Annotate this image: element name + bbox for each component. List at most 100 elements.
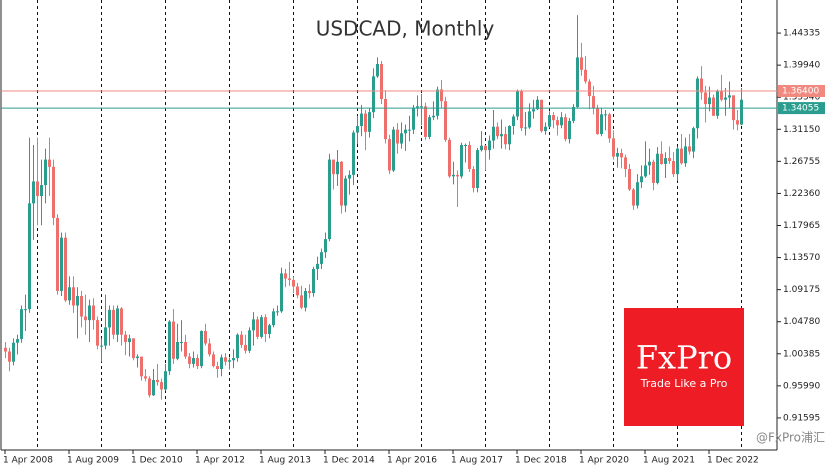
candle-body [196,358,199,367]
candle-body [188,356,191,364]
candle-body [52,166,55,218]
candle-body [216,366,219,370]
candle-body [84,316,87,321]
candle-body [288,278,291,280]
candle-body [412,107,415,130]
candle-body [244,344,247,351]
candle-body [200,331,203,367]
candle-body [672,161,675,175]
candle-body [76,296,79,306]
candle-body [72,287,75,306]
x-tick-label: 1 Aug 2021 [643,456,695,466]
overlay: 1.44335 1.39940 1.35546 1.31150 1.26755 1.223… [1,29,825,466]
candle-body [280,273,283,312]
candle-body [4,347,7,352]
candle-body [80,296,83,317]
candle-body [104,327,107,346]
candle-body [500,134,503,137]
candle-body [436,89,439,116]
candle-body [32,181,35,204]
candle-body [180,342,183,344]
candle-body [160,382,163,390]
x-tick-label: 1 Dec 2010 [131,456,183,466]
candle-body [348,174,351,179]
candle-body [224,357,227,362]
x-tick-label: 1 Aug 2009 [67,456,119,466]
candle-body [300,295,303,308]
candle-body [460,144,463,177]
candle-body [440,89,443,102]
y-tick-label: 1.09175 [783,285,820,295]
candle-body [700,78,703,93]
y-tick-label: 1.35546 [783,93,820,103]
x-tick-label: 1 Apr 2020 [579,456,629,466]
candle-body [360,113,363,127]
level-label-box [778,102,825,115]
candle-body [720,90,723,100]
candle-body [20,309,23,340]
candle-body [628,169,631,190]
candle-body [332,159,335,175]
level-label-box [778,84,825,97]
candle-body [236,334,239,359]
candle-body [496,126,499,137]
candle-body [696,78,699,129]
candle-body [308,290,311,294]
candle-body [152,379,155,396]
grid [37,0,742,450]
candle-body [568,120,571,140]
candle-body [400,133,403,144]
candle-body [680,148,683,164]
x-tick-label: 1 Dec 2018 [515,456,567,466]
candle-body [656,153,659,183]
candle-body [388,139,391,171]
x-tick-label: 1 Apr 2008 [3,456,53,466]
y-tick-label: 1.17965 [783,221,820,231]
candle-body [592,96,595,109]
candle-body [368,112,371,132]
candle-body [636,182,639,206]
candle-body [232,358,235,361]
x-tick-label: 1 Apr 2016 [387,456,437,466]
candle-body [140,356,143,377]
candle-body [676,148,679,175]
y-tick-label: 0.91595 [783,413,820,423]
candle-body [328,159,331,240]
y-tick-label: 1.04780 [783,317,820,327]
candle-body [372,76,375,113]
candle-body [284,273,287,279]
candle-body [16,339,19,343]
candle-body [444,101,447,140]
candle-body [132,338,135,359]
candle-body [96,320,99,346]
candle-body [376,63,379,77]
candle-body [456,174,459,177]
candle-body [312,269,315,294]
candle-body [356,126,359,133]
candle-body [580,57,583,70]
candle-body [256,319,259,337]
candle-body [728,95,731,98]
y-tick-label: 1.13570 [783,253,820,263]
candle-body [712,97,715,116]
logo-slogan: Trade Like a Pro [640,377,728,390]
candle-body [208,343,211,355]
candle-body [404,129,407,134]
candle-body [448,139,451,177]
candle-body [212,354,215,367]
x-tick-label: 1 Dec 2022 [707,456,759,466]
y-tick-label: 1.31150 [783,125,820,135]
candle-body [684,146,687,164]
candle-body [476,150,479,189]
candle-body [468,144,471,170]
candle-body [508,126,511,145]
candle-body [556,120,559,126]
candle-body [464,144,467,146]
x-tick-label: 1 Apr 2012 [195,456,245,466]
candle-body [452,174,455,177]
candle-body [576,57,579,108]
candle-body [24,309,27,311]
candle-body [480,145,483,151]
candle-body [612,138,615,157]
candle-body [600,114,603,135]
